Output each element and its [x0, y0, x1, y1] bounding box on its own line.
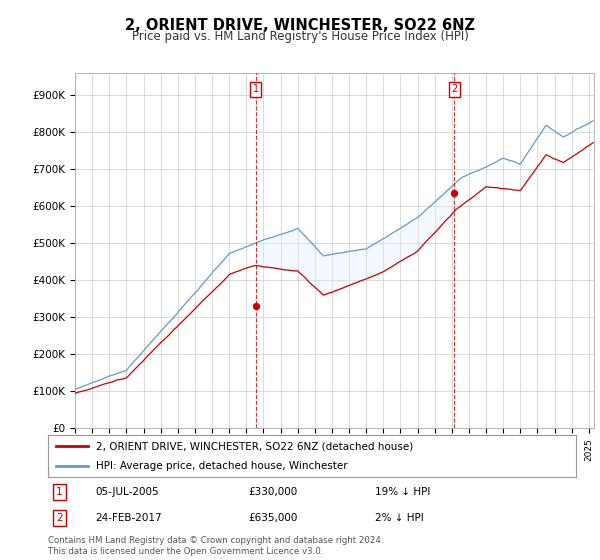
Text: 2, ORIENT DRIVE, WINCHESTER, SO22 6NZ (detached house): 2, ORIENT DRIVE, WINCHESTER, SO22 6NZ (d… — [95, 441, 413, 451]
Text: Contains HM Land Registry data © Crown copyright and database right 2024.
This d: Contains HM Land Registry data © Crown c… — [48, 536, 383, 556]
Text: 1: 1 — [253, 85, 259, 95]
Text: £330,000: £330,000 — [248, 487, 298, 497]
Text: £635,000: £635,000 — [248, 513, 298, 523]
Text: 2, ORIENT DRIVE, WINCHESTER, SO22 6NZ: 2, ORIENT DRIVE, WINCHESTER, SO22 6NZ — [125, 18, 475, 33]
Text: HPI: Average price, detached house, Winchester: HPI: Average price, detached house, Winc… — [95, 461, 347, 470]
Text: 19% ↓ HPI: 19% ↓ HPI — [376, 487, 431, 497]
Text: 05-JUL-2005: 05-JUL-2005 — [95, 487, 159, 497]
Text: 2: 2 — [451, 85, 457, 95]
Text: Price paid vs. HM Land Registry's House Price Index (HPI): Price paid vs. HM Land Registry's House … — [131, 30, 469, 43]
Text: 2% ↓ HPI: 2% ↓ HPI — [376, 513, 424, 523]
Text: 1: 1 — [56, 487, 63, 497]
Point — [449, 189, 459, 198]
Text: 2: 2 — [56, 513, 63, 523]
Point — [251, 302, 260, 311]
Text: 24-FEB-2017: 24-FEB-2017 — [95, 513, 162, 523]
